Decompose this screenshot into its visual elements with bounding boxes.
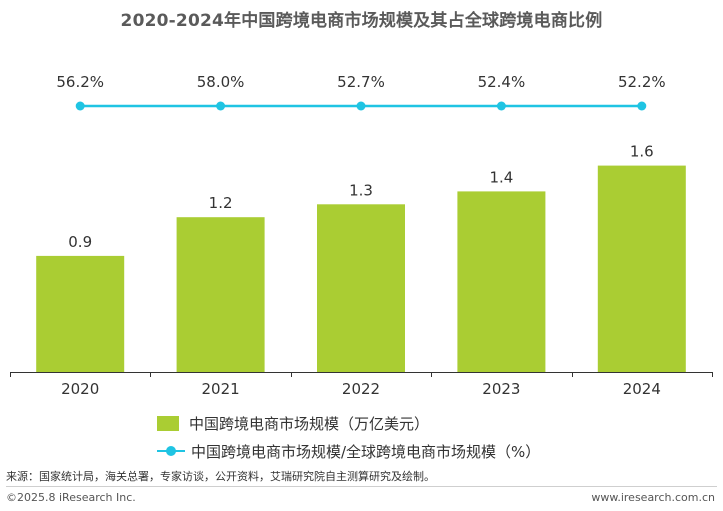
copyright-text: ©2025.8 iResearch Inc. [6, 491, 136, 504]
ratio-point-2024 [637, 101, 647, 111]
legend-item-bar-series: 中国跨境电商市场规模（万亿美元） [157, 413, 429, 433]
website-text: www.iresearch.com.cn [591, 491, 715, 504]
footer-divider [6, 486, 717, 487]
ratio-point-2022 [356, 101, 366, 111]
legend-item-line-series: 中国跨境电商市场规模/全球跨境电商市场规模（%） [157, 441, 540, 461]
ratio-label-2024: 52.2% [618, 73, 666, 91]
bar-2021 [176, 217, 265, 372]
x-tick-label-2021: 2021 [202, 380, 240, 398]
legend-line-label: 中国跨境电商市场规模/全球跨境电商市场规模（%） [191, 442, 541, 461]
x-tick-label-2022: 2022 [342, 380, 380, 398]
bar-2020 [36, 255, 125, 372]
ratio-label-2020: 56.2% [56, 73, 104, 91]
x-tick-label-2020: 2020 [61, 380, 99, 398]
bar-value-label-2024: 1.6 [630, 143, 654, 161]
ratio-label-2021: 58.0% [197, 73, 245, 91]
legend-bar-swatch [157, 415, 179, 431]
bar-value-label-2020: 0.9 [68, 233, 92, 251]
bar-value-label-2022: 1.3 [349, 181, 373, 199]
bar-value-label-2021: 1.2 [209, 194, 233, 212]
bar-2023 [457, 191, 546, 372]
legend-line-swatch [157, 445, 185, 457]
bar-2024 [597, 165, 686, 372]
ratio-label-2022: 52.7% [337, 73, 385, 91]
legend-bar-label: 中国跨境电商市场规模（万亿美元） [189, 414, 430, 433]
chart-title: 2020-2024年中国跨境电商市场规模及其占全球跨境电商比例 [120, 11, 603, 31]
ratio-point-2023 [496, 101, 506, 111]
ratio-point-2021 [216, 101, 226, 111]
bar-2022 [317, 204, 405, 372]
ratio-label-2023: 52.4% [478, 73, 526, 91]
ratio-point-2020 [75, 101, 85, 111]
x-tick-label-2024: 2024 [623, 380, 661, 398]
source-note: 来源：国家统计局，海关总署，专家访谈，公开资料，艾瑞研究院自主测算研究及绘制。 [6, 470, 435, 483]
x-tick-label-2023: 2023 [482, 380, 520, 398]
chart-plot: 0.9 2020 1.2 2021 1.3 2022 1.4 2023 1.6 2024 56.2%… [10, 73, 713, 398]
bar-value-label-2023: 1.4 [489, 168, 513, 186]
